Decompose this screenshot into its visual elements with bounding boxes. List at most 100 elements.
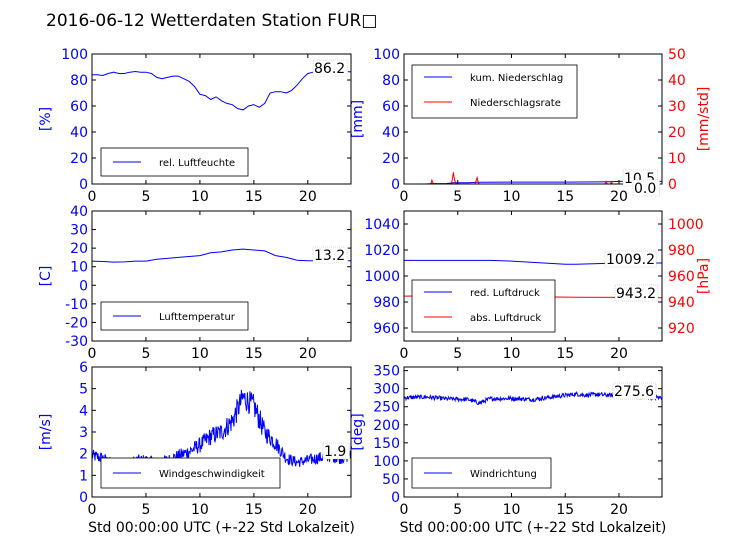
last-value-label: 86.2 <box>314 61 345 77</box>
y-tick-label: 1000 <box>364 269 400 285</box>
y2-tick-label: 960 <box>668 269 695 285</box>
y2-tick-label: 30 <box>668 99 686 115</box>
last-value-label: 13.2 <box>314 248 345 264</box>
x-tick-label: 0 <box>88 346 97 362</box>
legend-label: abs. Luftdruck <box>470 313 541 324</box>
legend: Lufttemperatur <box>100 301 249 331</box>
x-tick-label: 10 <box>191 502 209 518</box>
x-tick-label: 0 <box>400 189 409 205</box>
x-tick-label: 5 <box>453 346 462 362</box>
x-tick-label: 5 <box>453 189 462 205</box>
y-axis-label: [mm] <box>350 100 366 138</box>
axes-frame <box>403 53 663 185</box>
y-tick-label: 2 <box>79 447 88 463</box>
last-value-label-2: 0.0 <box>634 181 656 197</box>
y-tick-label: 0 <box>79 278 88 294</box>
last-value-label-2-box <box>614 284 659 302</box>
x-tick-label: 20 <box>299 346 317 362</box>
series-line-primary <box>91 248 351 263</box>
y-tick-label: 100 <box>61 47 88 63</box>
legend-label: kum. Niederschlag <box>470 73 563 84</box>
x-tick-label: 5 <box>141 346 150 362</box>
y-tick-label: 40 <box>70 204 88 220</box>
axes-frame <box>91 210 352 342</box>
legend: Windgeschwindigkeit <box>100 457 281 489</box>
panel-pressure: 0 5 10 15 20 960 980 1000 1020 1040 920 940 960 980 10… <box>364 210 712 362</box>
last-value-label-2: 943.2 <box>616 286 656 302</box>
y-tick-label: 20 <box>382 151 400 167</box>
x-tick-label: 20 <box>610 189 628 205</box>
last-value-label: 275.6 <box>614 384 654 400</box>
y2-axis-label: [hPa] <box>696 258 712 294</box>
legend-box <box>100 457 281 489</box>
y-tick-label: 20 <box>70 151 88 167</box>
y-tick-label: 0 <box>391 490 400 506</box>
last-value-label: 1.9 <box>324 444 346 460</box>
y-tick-label: 4 <box>79 403 88 419</box>
x-tick-label: 10 <box>503 346 521 362</box>
y2-tick-label: 20 <box>668 125 686 141</box>
x-tick-label: 15 <box>245 189 263 205</box>
x-tick-label: 15 <box>556 189 574 205</box>
x-tick-label: 10 <box>503 189 521 205</box>
x-tick-label: 20 <box>299 502 317 518</box>
y-tick-label: 960 <box>373 321 400 337</box>
x-tick-label: 5 <box>453 502 462 518</box>
y-axis-label: [C] <box>38 266 54 287</box>
y-tick-label: 200 <box>373 418 400 434</box>
y-tick-label: 3 <box>79 425 88 441</box>
y-tick-label: -30 <box>65 334 88 350</box>
last-value-label-box <box>312 246 349 264</box>
x-tick-label: 0 <box>400 502 409 518</box>
x-tick-label: 20 <box>610 502 628 518</box>
legend-box <box>411 64 578 119</box>
y2-tick-label: 940 <box>668 295 695 311</box>
y-tick-label: 150 <box>373 436 400 452</box>
y-tick-label: 60 <box>70 99 88 115</box>
y-tick-label: 980 <box>373 295 400 311</box>
last-value-label-box <box>322 442 350 460</box>
figure-title: 2016-06-12 Wetterdaten Station FUR□ <box>46 11 377 31</box>
axes-frame <box>91 53 352 185</box>
x-tick-label: 0 <box>400 346 409 362</box>
legend: Windrichtung <box>411 457 552 489</box>
y-tick-label: 10 <box>70 260 88 276</box>
x-tick-label: 20 <box>610 346 628 362</box>
y-tick-label: 60 <box>382 99 400 115</box>
y-axis-label: [%] <box>38 107 54 131</box>
y-tick-label: 0 <box>79 490 88 506</box>
y-tick-label: 5 <box>79 382 88 398</box>
legend: kum. Niederschlag Niederschlagsrate <box>411 64 578 119</box>
last-value-label-2-box <box>632 179 660 197</box>
legend-label: Niederschlagsrate <box>470 98 561 109</box>
x-tick-label: 15 <box>245 346 263 362</box>
x-tick-label: 5 <box>141 189 150 205</box>
y2-tick-label: 40 <box>668 73 686 89</box>
x-tick-label: 20 <box>299 189 317 205</box>
last-value-label-box <box>312 59 349 77</box>
x-tick-label: 0 <box>88 502 97 518</box>
x-tick-label: 10 <box>191 189 209 205</box>
y2-tick-label: 50 <box>668 47 686 63</box>
axes-frame <box>403 366 663 498</box>
x-axis-label: Std 00:00:00 UTC (+-22 Std Lokalzeit) <box>88 520 355 536</box>
y2-tick-label: 0 <box>668 177 677 193</box>
y-tick-label: 80 <box>70 73 88 89</box>
legend: rel. Luftfeuchte <box>100 147 249 177</box>
y-tick-label: 100 <box>373 454 400 470</box>
legend-label: red. Luftdruck <box>470 288 540 299</box>
legend-box <box>411 279 556 333</box>
last-value-label: 1009.2 <box>606 252 655 268</box>
y2-axis-label: [mm/std] <box>696 87 712 152</box>
y-tick-label: 250 <box>373 400 400 416</box>
y-tick-label: 1020 <box>364 243 400 259</box>
x-axis-label: Std 00:00:00 UTC (+-22 Std Lokalzeit) <box>400 520 667 536</box>
y-tick-label: 50 <box>382 472 400 488</box>
last-value-label-box <box>612 382 657 400</box>
y-tick-label: 80 <box>382 73 400 89</box>
y-tick-label: 30 <box>70 223 88 239</box>
panel-windspeed: 0 5 10 15 20 0 1 2 3 4 5 6 [m/s] Std 00:00:00 UTC (+-… <box>38 360 355 536</box>
legend-label: Windrichtung <box>470 469 537 480</box>
